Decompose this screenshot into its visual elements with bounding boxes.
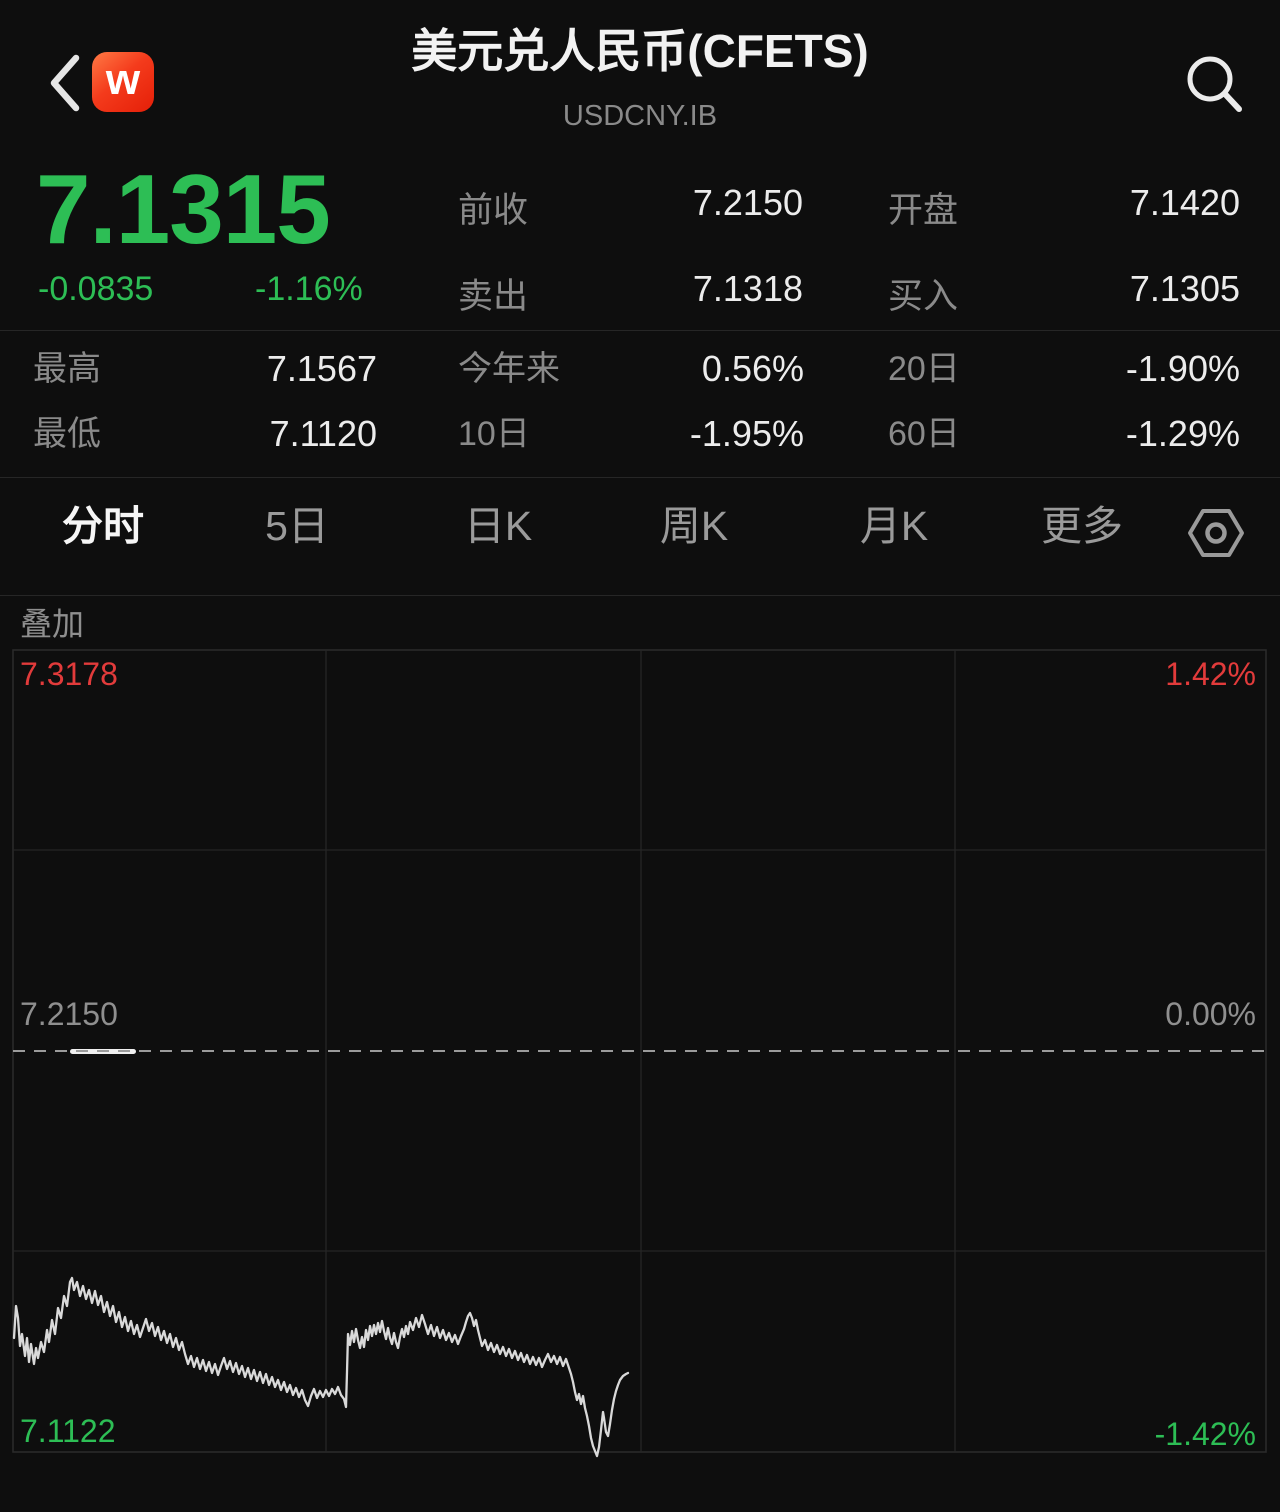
tab-monthly[interactable]: 月K (859, 503, 929, 549)
chart-area[interactable]: 叠加 7.3178 1.42% 7.2150 0.00% 7.1122 -1.4… (0, 595, 1280, 1512)
field-label-prev-close: 前收 (458, 191, 529, 230)
stat-value-high: 7.1567 (266, 348, 377, 389)
field-value-bid: 7.1305 (1129, 268, 1240, 309)
divider-stats-tabs (0, 477, 1280, 478)
chart-settings-icon[interactable] (1186, 503, 1246, 563)
stat-label-60d: 60日 (888, 415, 960, 453)
instrument-code: USDCNY.IB (562, 100, 718, 132)
last-price: 7.1315 (36, 154, 331, 264)
tab-daily[interactable]: 日K (463, 503, 533, 549)
stat-value-low: 7.1120 (269, 413, 377, 454)
field-value-prev-close: 7.2150 (692, 182, 803, 223)
stat-value-10d: -1.95% (689, 413, 804, 454)
stat-label-low: 最低 (33, 415, 101, 453)
field-label-open: 开盘 (888, 191, 959, 230)
search-icon[interactable] (1184, 52, 1248, 118)
overlay-button[interactable]: 叠加 (20, 606, 85, 642)
price-change: -0.0835 (38, 270, 154, 308)
stat-label-high: 最高 (33, 350, 101, 388)
field-value-ask: 7.1318 (692, 268, 803, 309)
stat-label-20d: 20日 (888, 350, 960, 388)
divider-quote-stats (0, 330, 1280, 331)
wind-logo[interactable]: w (92, 52, 154, 112)
tab-5day[interactable]: 5日 (265, 503, 329, 549)
divider-tabs-chart (0, 595, 1280, 596)
ylabel-mid-price: 7.2150 (20, 996, 118, 1032)
price-line (12, 1276, 630, 1458)
ylabel-bottom-price: 7.1122 (20, 1413, 116, 1449)
ylabel-top-pct: 1.42% (1165, 656, 1256, 692)
stat-value-60d: -1.29% (1125, 413, 1240, 454)
tab-more[interactable]: 更多 (1041, 503, 1123, 549)
ylabel-mid-pct: 0.00% (1165, 996, 1256, 1032)
page-title: 美元兑人民币(CFETS) (411, 25, 869, 77)
field-value-open: 7.1420 (1129, 182, 1240, 223)
chart-border (12, 649, 1267, 1453)
stat-label-ytd: 今年来 (458, 350, 560, 388)
ylabel-bottom-pct: -1.42% (1154, 1416, 1256, 1452)
stats-section: 最高 7.1567 今年来 0.56% 20日 -1.90% 最低 7.1120… (0, 330, 1280, 477)
field-label-bid: 买入 (888, 277, 959, 316)
tab-intraday[interactable]: 分时 (62, 503, 144, 549)
field-label-ask: 卖出 (458, 277, 529, 316)
ylabel-top-price: 7.3178 (20, 656, 118, 692)
quote-section: 7.1315 -0.0835 -1.16% 前收 7.2150 开盘 7.142… (0, 160, 1280, 330)
tab-bar: 分时 5日 日K 周K 月K 更多 (0, 477, 1280, 1054)
back-icon[interactable] (46, 52, 88, 114)
tab-weekly[interactable]: 周K (659, 503, 729, 549)
stat-value-ytd: 0.56% (701, 348, 804, 389)
header: w 美元兑人民币(CFETS) USDCNY.IB (0, 0, 1280, 160)
price-change-pct: -1.16% (255, 270, 363, 308)
stat-value-20d: -1.90% (1125, 348, 1240, 389)
intraday-chart[interactable] (0, 595, 1280, 1512)
stat-label-10d: 10日 (458, 415, 530, 453)
